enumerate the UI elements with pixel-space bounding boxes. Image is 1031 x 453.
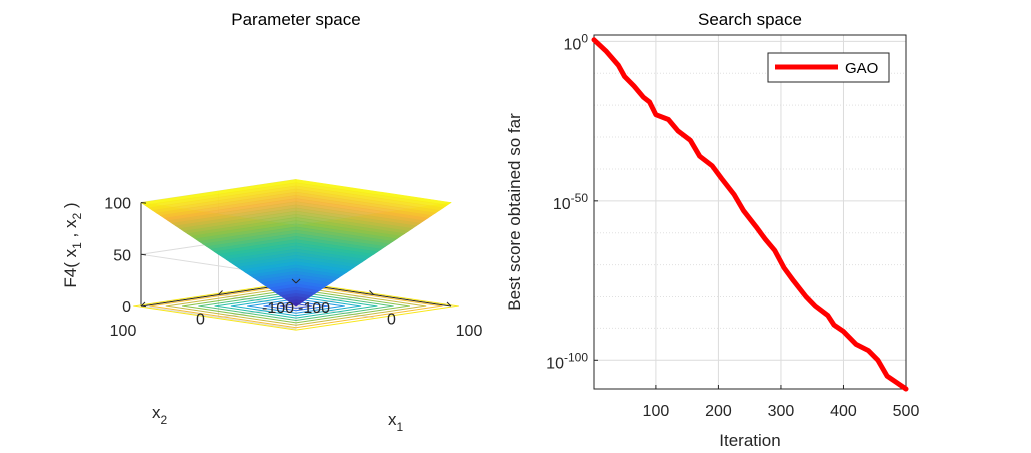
contour-plot xyxy=(133,281,459,331)
contour-line xyxy=(230,295,362,317)
series-lines xyxy=(591,37,909,392)
x2-tick xyxy=(218,290,223,295)
contour-line xyxy=(279,303,313,309)
plot-frame xyxy=(593,34,907,390)
z-tick-label: 100 xyxy=(104,196,131,213)
contour-line xyxy=(182,288,410,324)
x-axis-label: Iteration xyxy=(719,431,780,450)
y-tick-label: 10-50 xyxy=(553,191,588,213)
z-axis-label: F4( x1 , x2 ) xyxy=(61,202,84,287)
chart-title: Search space xyxy=(698,10,802,29)
x1-tick xyxy=(291,278,297,284)
z-tick-label: 50 xyxy=(113,247,131,264)
z-tick xyxy=(140,305,147,308)
contour-line xyxy=(133,281,459,331)
contour-line xyxy=(149,283,443,329)
surface-band xyxy=(295,302,301,307)
x2-axis-label: x2 xyxy=(152,403,168,427)
contour-line xyxy=(165,286,427,326)
contour-line xyxy=(263,300,329,312)
x-tick-label: 300 xyxy=(768,403,795,420)
y-axis-label: Best score obtained so far xyxy=(505,113,524,311)
x-tick-label: 500 xyxy=(893,403,920,420)
x2-tick-label: 100 xyxy=(110,323,137,340)
x1-tick xyxy=(369,290,374,295)
plot-area xyxy=(594,35,906,389)
surface-plot xyxy=(140,179,452,307)
series-line-gao xyxy=(591,37,909,392)
contour-line xyxy=(198,290,394,322)
y-tick-label: 100 xyxy=(564,31,589,53)
chart-title: Parameter space xyxy=(231,10,360,29)
z-tick xyxy=(140,202,147,204)
x1-tick xyxy=(446,301,452,307)
z-tick-label: 0 xyxy=(122,299,131,316)
x1-tick-label: 100 xyxy=(456,323,483,340)
x2-tick-label: 0 xyxy=(196,312,205,329)
search-space-chart: Search space 100 200 300 400 500 100 10-50 10-1… xyxy=(505,10,919,450)
x-tick-label: 400 xyxy=(830,403,857,420)
axis-ticks: 100 200 300 400 500 100 10-50 10-100 xyxy=(546,31,919,420)
x2-tick xyxy=(295,278,301,284)
legend-label-gao: GAO xyxy=(845,60,878,77)
x1-axis-label: x1 xyxy=(388,410,404,434)
contour-line xyxy=(247,298,345,314)
x-tick-label: 200 xyxy=(705,403,732,420)
z-tick xyxy=(140,253,147,256)
grid-lines xyxy=(594,35,907,389)
legend: GAO xyxy=(767,52,890,83)
y-tick-label: 10-100 xyxy=(546,350,588,372)
x2-tick-label: -100 xyxy=(262,300,294,317)
contour-line xyxy=(214,293,378,319)
x2-tick xyxy=(140,301,146,307)
x1-tick-label: -100 xyxy=(298,300,330,317)
x-tick-label: 100 xyxy=(643,403,670,420)
x1-tick-label: 0 xyxy=(387,312,396,329)
axis-ticks: 0 50 100 -100 0 100 -100 0 100 xyxy=(104,196,482,341)
parameter-space-chart: Parameter space 0 50 100 -100 0 100 -100 0 100 F… xyxy=(61,10,482,434)
